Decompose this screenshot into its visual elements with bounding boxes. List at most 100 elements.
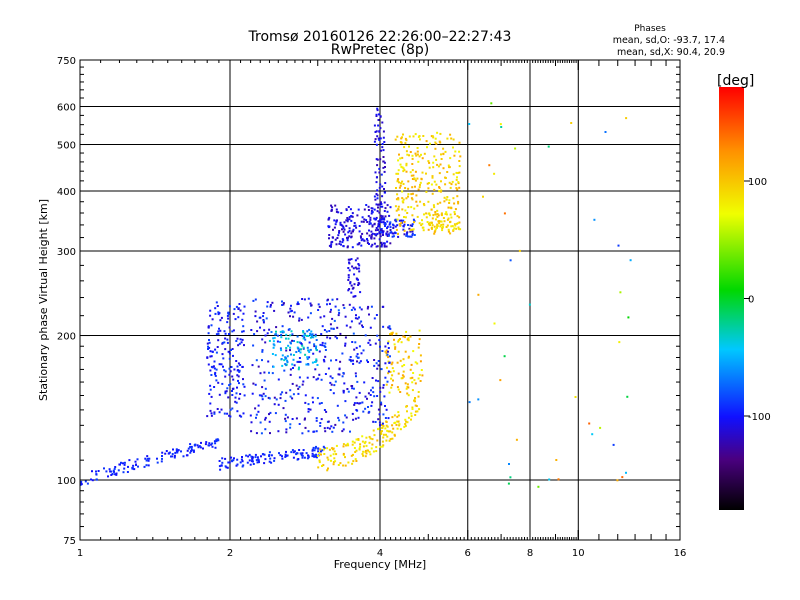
data-point xyxy=(407,394,410,397)
data-point xyxy=(449,186,452,189)
data-point xyxy=(380,245,383,248)
data-point xyxy=(228,326,231,329)
data-point xyxy=(289,346,292,349)
data-point xyxy=(292,367,294,369)
data-point xyxy=(432,204,435,207)
data-point xyxy=(236,369,239,372)
data-point xyxy=(353,222,356,224)
data-point xyxy=(416,215,419,218)
data-point xyxy=(295,384,298,387)
data-point xyxy=(229,370,232,373)
data-point xyxy=(404,418,407,421)
data-point xyxy=(342,464,345,467)
data-point xyxy=(397,235,400,238)
data-point xyxy=(251,456,254,459)
data-point xyxy=(548,478,551,481)
data-point xyxy=(204,443,207,446)
data-point xyxy=(375,113,378,116)
y-tick-label: 400 xyxy=(57,187,76,198)
data-point xyxy=(403,216,405,218)
data-point xyxy=(350,320,353,323)
data-point xyxy=(408,154,410,157)
data-point xyxy=(291,339,294,342)
data-point xyxy=(421,374,424,377)
data-point xyxy=(272,365,275,368)
data-point xyxy=(346,218,349,221)
data-point xyxy=(384,376,387,379)
data-point xyxy=(382,305,385,308)
data-point xyxy=(261,350,264,353)
data-point xyxy=(215,379,218,382)
data-point xyxy=(367,449,370,452)
data-point xyxy=(416,362,419,365)
data-point xyxy=(353,402,356,405)
data-point xyxy=(277,403,280,406)
data-point xyxy=(410,197,413,200)
data-point xyxy=(430,135,433,138)
data-point xyxy=(379,386,382,389)
data-point xyxy=(304,426,307,429)
data-point xyxy=(345,224,348,227)
data-point xyxy=(367,205,370,208)
data-point xyxy=(372,429,375,432)
data-point xyxy=(385,352,388,354)
data-point xyxy=(296,303,299,306)
data-point xyxy=(207,348,209,350)
data-point xyxy=(405,387,408,390)
data-point xyxy=(236,458,239,461)
data-point xyxy=(386,210,389,213)
data-point xyxy=(247,455,250,458)
data-point xyxy=(298,385,301,388)
data-point xyxy=(384,350,387,353)
data-point xyxy=(385,433,387,436)
data-point xyxy=(349,282,352,285)
data-point xyxy=(208,442,211,445)
data-point xyxy=(228,461,231,464)
data-point xyxy=(388,391,391,394)
data-point xyxy=(378,421,381,424)
data-point xyxy=(400,165,403,168)
data-point xyxy=(358,345,361,348)
data-point xyxy=(348,303,351,306)
data-point xyxy=(276,334,279,337)
data-point xyxy=(370,305,373,308)
data-point xyxy=(344,336,347,339)
data-point xyxy=(379,214,382,217)
data-point xyxy=(351,265,354,268)
data-point xyxy=(338,230,341,232)
data-point xyxy=(324,346,327,348)
data-point xyxy=(397,372,400,375)
x-tick-label: 1 xyxy=(77,548,83,559)
data-point xyxy=(621,476,624,479)
data-point xyxy=(417,391,420,393)
data-point xyxy=(349,208,352,211)
data-point xyxy=(285,349,288,352)
data-point xyxy=(242,330,245,333)
data-point xyxy=(286,359,289,362)
data-point xyxy=(307,410,310,413)
data-point xyxy=(210,443,213,446)
data-point xyxy=(428,182,430,184)
data-point xyxy=(361,453,364,455)
data-point xyxy=(334,223,337,226)
data-point xyxy=(301,456,304,459)
data-point xyxy=(368,450,371,453)
data-point xyxy=(375,216,378,219)
data-point xyxy=(390,332,393,335)
data-point xyxy=(588,422,591,425)
data-point xyxy=(374,171,377,174)
data-point xyxy=(342,452,345,455)
data-point xyxy=(453,227,456,230)
data-point xyxy=(381,185,384,188)
data-point xyxy=(235,360,238,362)
data-point xyxy=(371,443,374,446)
data-point xyxy=(240,415,243,418)
data-point xyxy=(307,456,310,459)
data-point xyxy=(400,137,403,140)
data-point xyxy=(414,185,416,188)
data-point xyxy=(433,155,436,158)
data-point xyxy=(264,334,267,337)
data-point xyxy=(237,307,240,310)
data-point xyxy=(411,230,414,233)
data-point xyxy=(267,396,270,399)
